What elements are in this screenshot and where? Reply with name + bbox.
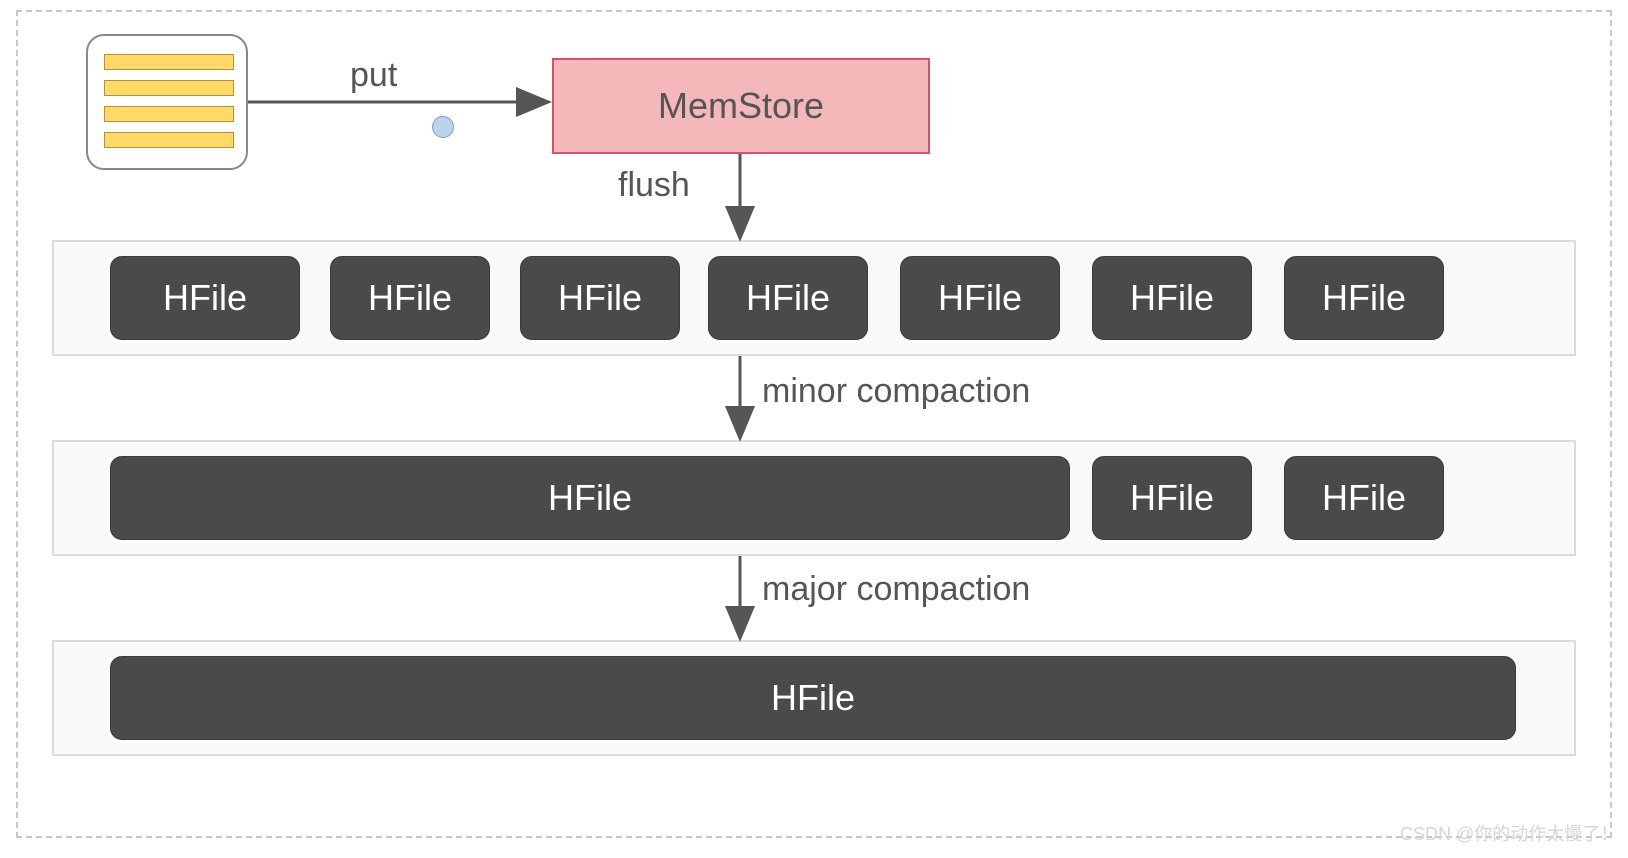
- hfile-box: HFile: [1092, 456, 1252, 540]
- hfile-box: HFile: [1284, 256, 1444, 340]
- hfile-label: HFile: [1130, 277, 1214, 319]
- minor-compaction-label: minor compaction: [762, 372, 1030, 411]
- hfile-box: HFile: [1284, 456, 1444, 540]
- hfile-box: HFile: [110, 656, 1516, 740]
- client-bar-icon: [104, 54, 234, 70]
- dot-icon: [432, 116, 454, 138]
- hfile-label: HFile: [548, 477, 632, 519]
- hfile-box: HFile: [900, 256, 1060, 340]
- hfile-box: HFile: [110, 456, 1070, 540]
- hfile-label: HFile: [938, 277, 1022, 319]
- memstore-box: MemStore: [552, 58, 930, 154]
- hfile-box: HFile: [110, 256, 300, 340]
- flush-label: flush: [618, 166, 690, 205]
- hfile-label: HFile: [558, 277, 642, 319]
- client-bar-icon: [104, 132, 234, 148]
- watermark-text: CSDN @你的动作太慢了！: [1400, 820, 1618, 846]
- hfile-label: HFile: [368, 277, 452, 319]
- hfile-label: HFile: [746, 277, 830, 319]
- hfile-label: HFile: [163, 277, 247, 319]
- hfile-label: HFile: [1130, 477, 1214, 519]
- hfile-label: HFile: [771, 677, 855, 719]
- put-label: put: [350, 56, 397, 95]
- hfile-label: HFile: [1322, 277, 1406, 319]
- hfile-label: HFile: [1322, 477, 1406, 519]
- client-icon: [86, 34, 248, 170]
- hfile-box: HFile: [1092, 256, 1252, 340]
- client-bar-icon: [104, 80, 234, 96]
- hfile-box: HFile: [520, 256, 680, 340]
- memstore-label: MemStore: [658, 85, 824, 127]
- hfile-box: HFile: [708, 256, 868, 340]
- client-bar-icon: [104, 106, 234, 122]
- hfile-box: HFile: [330, 256, 490, 340]
- major-compaction-label: major compaction: [762, 570, 1030, 609]
